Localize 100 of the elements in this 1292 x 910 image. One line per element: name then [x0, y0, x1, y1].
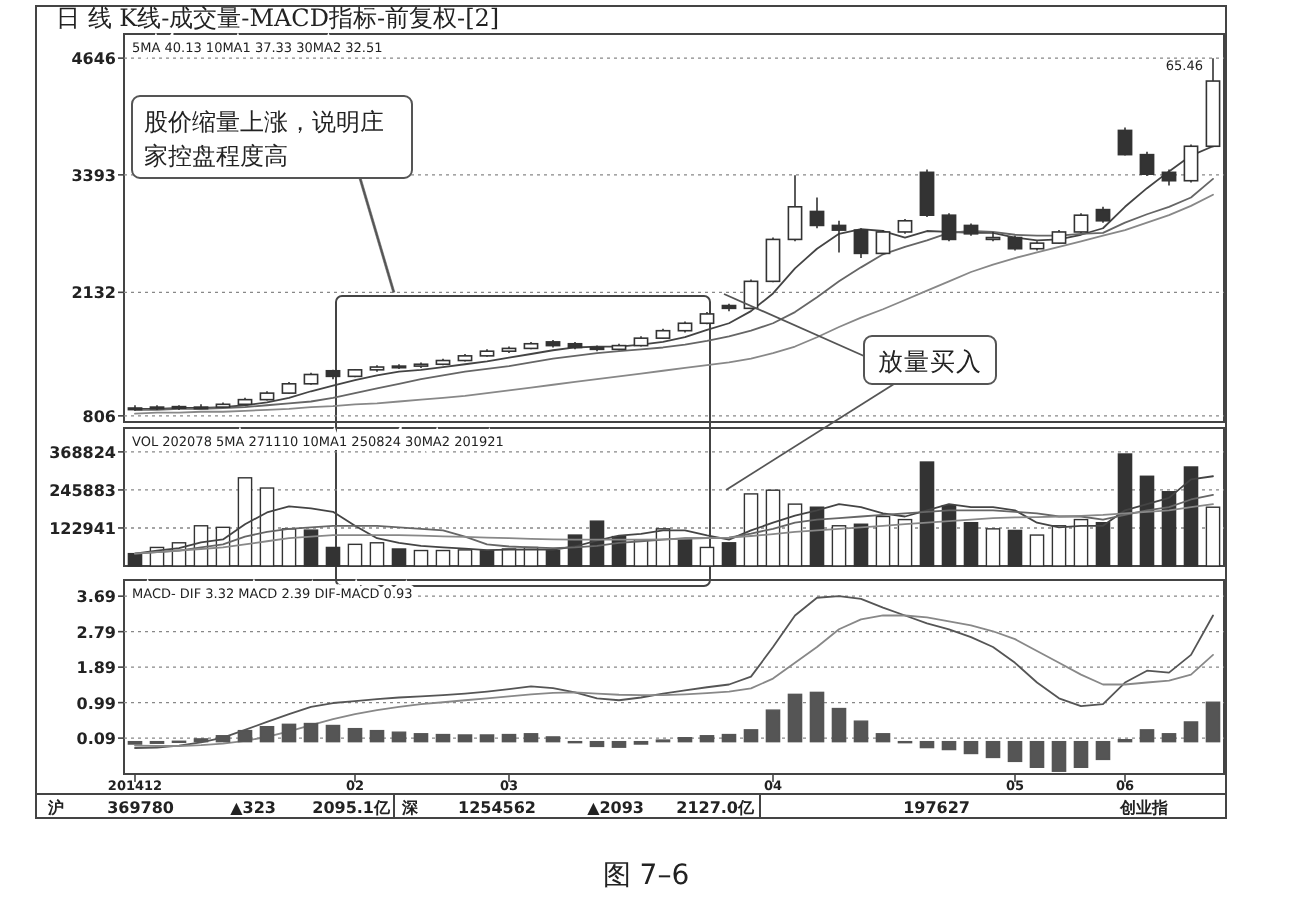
chart-title: 日 线 K线-成交量-MACD指标-前复权-[2] — [56, 4, 500, 32]
bar — [1029, 740, 1045, 768]
bar — [501, 548, 517, 567]
y-tick-label: 806 — [82, 407, 117, 426]
text: 1254562 — [458, 799, 536, 817]
bar — [1095, 740, 1111, 761]
line-series — [134, 475, 1214, 555]
bar — [325, 546, 341, 567]
text: 沪 — [46, 797, 64, 817]
bar — [1051, 740, 1067, 772]
bar — [413, 733, 429, 743]
bar — [127, 552, 143, 567]
bar — [765, 709, 781, 743]
bar — [303, 529, 319, 567]
candlestick — [1073, 212, 1089, 234]
candlestick — [809, 196, 825, 230]
bar — [721, 733, 737, 743]
caption: 图 7–6 — [602, 860, 690, 892]
bar — [369, 542, 385, 567]
bar — [545, 736, 561, 743]
text: 深 — [400, 799, 420, 817]
bar — [1205, 701, 1221, 743]
bar — [699, 546, 715, 567]
bar — [237, 729, 253, 743]
candlestick — [1183, 143, 1199, 184]
candlestick — [853, 227, 869, 259]
candlestick — [919, 168, 935, 218]
bar — [963, 740, 979, 755]
bar — [611, 740, 627, 748]
bar — [369, 729, 385, 743]
bar — [941, 740, 957, 751]
bar — [391, 548, 407, 567]
bar — [303, 722, 319, 743]
bar — [985, 528, 1001, 567]
bar — [281, 723, 297, 743]
bar — [699, 735, 715, 743]
bar — [1161, 733, 1177, 743]
text: 197627 — [903, 799, 970, 817]
y-tick-label: 0.99 — [76, 694, 117, 713]
candlestick — [875, 229, 891, 256]
y-tick-label: 245883 — [49, 481, 116, 500]
bar — [963, 521, 979, 567]
bar — [1205, 506, 1221, 567]
bar — [1007, 740, 1023, 763]
y-tick-label: 0.09 — [76, 730, 117, 749]
candlestick — [831, 219, 847, 254]
y-tick-label: 2132 — [71, 284, 116, 303]
bar — [1183, 721, 1199, 743]
bar — [347, 727, 363, 743]
bar — [743, 729, 759, 743]
text: 2095.1亿 — [312, 799, 392, 817]
bar — [765, 489, 781, 567]
bar — [413, 549, 429, 567]
candlestick — [941, 212, 957, 243]
bar — [941, 504, 957, 567]
bar — [545, 549, 561, 567]
bar — [457, 549, 473, 567]
candlestick — [1139, 151, 1155, 177]
text: 369780 — [107, 799, 175, 817]
candlestick — [765, 236, 781, 284]
bar — [1117, 453, 1133, 567]
bar — [743, 493, 759, 567]
candlestick — [1117, 126, 1133, 157]
bar — [435, 549, 451, 567]
bar — [457, 734, 473, 743]
y-tick-label: 3.69 — [76, 588, 117, 607]
bar — [831, 525, 847, 567]
bar — [677, 539, 693, 567]
bar — [1183, 466, 1199, 567]
bar — [1139, 475, 1155, 567]
bar — [809, 691, 825, 743]
bar — [985, 740, 1001, 759]
bar — [215, 735, 231, 743]
bar — [787, 693, 803, 743]
bar — [589, 740, 605, 748]
text: ▲2093 — [587, 799, 644, 817]
y-tick-label: 3393 — [71, 166, 116, 185]
annotation: 股价缩量上涨，说明庄家控盘程度高 — [144, 108, 384, 170]
bar — [325, 724, 341, 743]
text: 2127.0亿 — [676, 799, 756, 817]
y-tick-label: 4646 — [71, 50, 117, 69]
bar — [897, 518, 913, 567]
bar — [259, 725, 275, 743]
bar — [875, 733, 891, 743]
bar — [919, 740, 935, 749]
text: ▲323 — [230, 799, 276, 817]
bar — [831, 707, 847, 743]
bar — [721, 542, 737, 567]
bar — [435, 733, 451, 743]
bar — [1073, 740, 1089, 768]
bar — [479, 549, 495, 567]
y-tick-label: 122941 — [49, 519, 117, 538]
candlestick — [787, 174, 803, 243]
bar — [501, 733, 517, 743]
annotation: 放量买入 — [878, 348, 982, 376]
bar — [523, 733, 539, 743]
bar — [1095, 521, 1111, 567]
bar — [1051, 525, 1067, 567]
text: 创业指 — [1118, 799, 1168, 817]
bar — [853, 720, 869, 743]
